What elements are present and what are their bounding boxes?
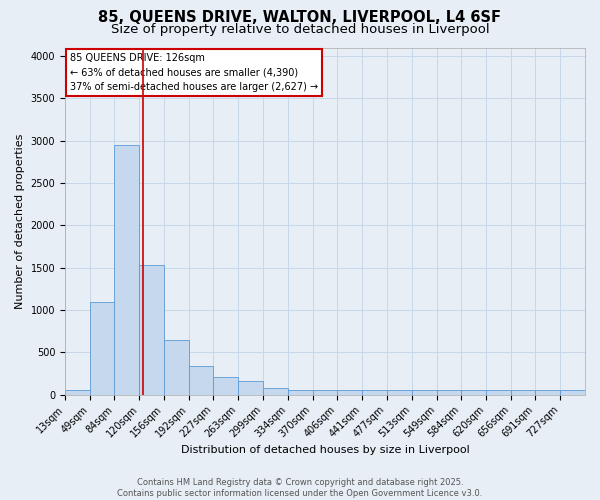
Bar: [189, 366, 214, 394]
Bar: [387, 390, 412, 394]
Bar: [263, 388, 287, 394]
Text: Contains HM Land Registry data © Crown copyright and database right 2025.
Contai: Contains HM Land Registry data © Crown c…: [118, 478, 482, 498]
Bar: [238, 381, 263, 394]
Y-axis label: Number of detached properties: Number of detached properties: [15, 134, 25, 309]
Bar: [214, 378, 238, 394]
Text: Size of property relative to detached houses in Liverpool: Size of property relative to detached ho…: [110, 22, 490, 36]
Bar: [535, 390, 560, 394]
Bar: [114, 145, 139, 394]
Bar: [461, 390, 486, 394]
Bar: [560, 390, 585, 394]
Bar: [164, 340, 189, 394]
Text: 85, QUEENS DRIVE, WALTON, LIVERPOOL, L4 6SF: 85, QUEENS DRIVE, WALTON, LIVERPOOL, L4 …: [98, 10, 502, 25]
Bar: [313, 390, 337, 394]
Bar: [90, 302, 114, 394]
Bar: [139, 265, 164, 394]
Bar: [486, 390, 511, 394]
Bar: [65, 390, 90, 394]
Bar: [511, 390, 535, 394]
Bar: [412, 390, 437, 394]
Bar: [437, 390, 461, 394]
Text: 85 QUEENS DRIVE: 126sqm
← 63% of detached houses are smaller (4,390)
37% of semi: 85 QUEENS DRIVE: 126sqm ← 63% of detache…: [70, 52, 319, 92]
X-axis label: Distribution of detached houses by size in Liverpool: Distribution of detached houses by size …: [181, 445, 469, 455]
Bar: [287, 390, 313, 394]
Bar: [337, 390, 362, 394]
Bar: [362, 390, 387, 394]
